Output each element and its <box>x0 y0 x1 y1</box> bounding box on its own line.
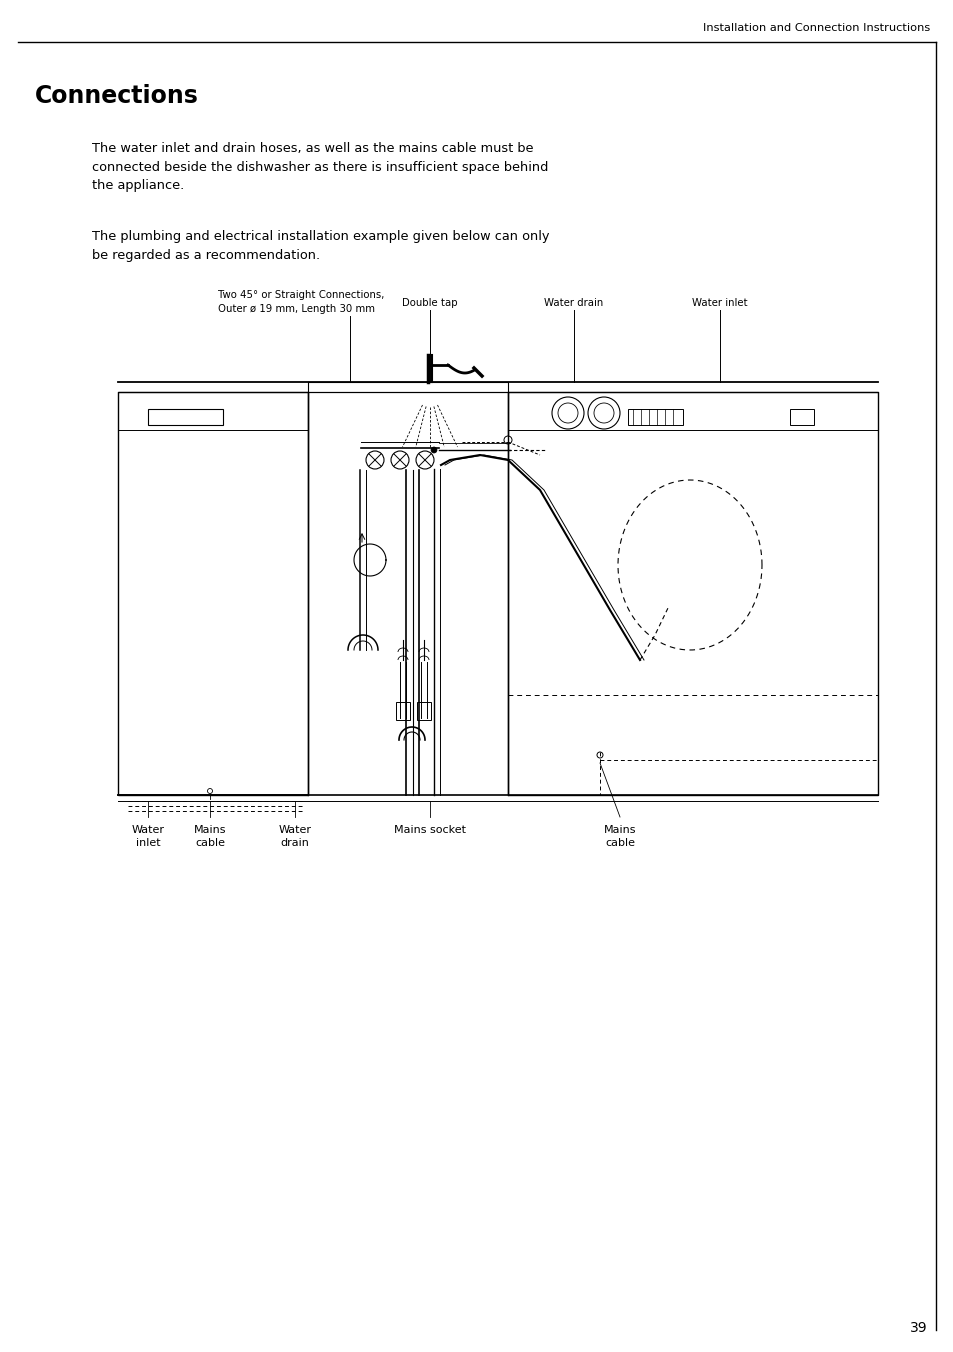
Circle shape <box>431 448 436 453</box>
Circle shape <box>587 397 619 429</box>
Text: Double tap: Double tap <box>402 297 457 308</box>
Text: Water
inlet: Water inlet <box>132 825 164 848</box>
Text: Two 45° or Straight Connections,: Two 45° or Straight Connections, <box>218 289 384 300</box>
Bar <box>148 410 223 425</box>
Circle shape <box>552 397 583 429</box>
Text: Water inlet: Water inlet <box>692 297 747 308</box>
Circle shape <box>558 403 578 423</box>
Bar <box>416 702 431 721</box>
Text: Water drain: Water drain <box>544 297 603 308</box>
Text: Outer ø 19 mm, Length 30 mm: Outer ø 19 mm, Length 30 mm <box>218 304 375 314</box>
Text: Connections: Connections <box>35 84 198 108</box>
Bar <box>395 702 410 721</box>
Text: Water
drain: Water drain <box>278 825 312 848</box>
Bar <box>507 392 877 795</box>
Text: The plumbing and electrical installation example given below can only
be regarde: The plumbing and electrical installation… <box>91 230 549 261</box>
Circle shape <box>594 403 614 423</box>
Text: The water inlet and drain hoses, as well as the mains cable must be
connected be: The water inlet and drain hoses, as well… <box>91 142 548 192</box>
Bar <box>118 392 308 795</box>
Text: Mains
cable: Mains cable <box>193 825 226 848</box>
Bar <box>308 383 507 392</box>
Text: 39: 39 <box>909 1321 927 1334</box>
Circle shape <box>391 452 409 469</box>
Bar <box>627 410 682 425</box>
Text: Mains
cable: Mains cable <box>603 825 636 848</box>
Text: Installation and Connection Instructions: Installation and Connection Instructions <box>702 23 929 32</box>
Circle shape <box>416 452 434 469</box>
Circle shape <box>366 452 384 469</box>
Text: Mains socket: Mains socket <box>394 825 465 836</box>
Bar <box>789 410 813 425</box>
Circle shape <box>503 435 512 443</box>
